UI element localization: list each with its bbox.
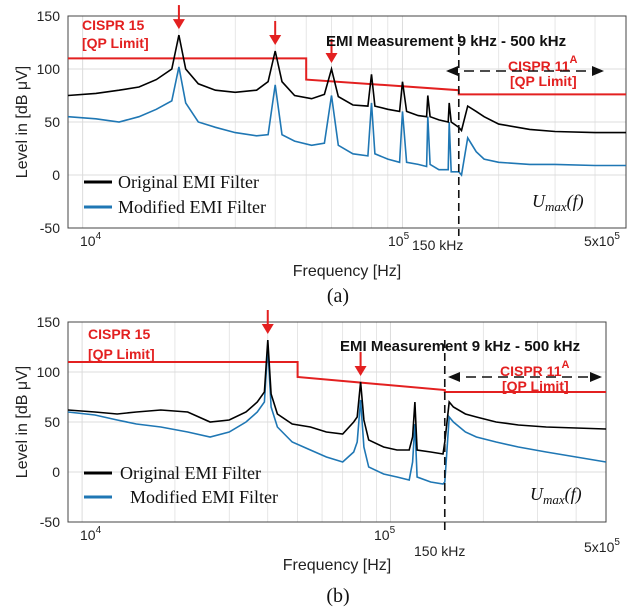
ytick-label: 100 (37, 364, 61, 380)
peak-arrow (269, 20, 282, 45)
limit-line (68, 57, 626, 96)
panel-a: 150 100 50 0 -50 104 105 5x105 150 kHz F… (14, 5, 627, 307)
series-line-original (67, 34, 626, 134)
ytick-label: 0 (52, 464, 60, 480)
legend-label-original: Original EMI Filter (120, 463, 261, 483)
ytick-label: 150 (37, 314, 61, 330)
caption-b: (b) (326, 585, 349, 607)
xtick-label-5e5: 5x105 (584, 537, 620, 555)
chart-title: EMI Measurement 9 kHz - 500 kHz (326, 33, 566, 50)
cispr15-label: CISPR 15 (88, 326, 150, 342)
y-axis-label: Level in [dB μV] (14, 66, 31, 178)
panel-a-plot-frame (67, 15, 627, 229)
ytick-label: -50 (40, 220, 60, 236)
cispr15-qp-label: [QP Limit] (82, 35, 149, 51)
x-axis-label: Frequency [Hz] (293, 263, 401, 280)
marker-150khz-label: 150 kHz (412, 237, 463, 253)
ytick-label: 0 (52, 167, 60, 183)
xtick-label-5e5: 5x105 (584, 231, 620, 249)
cispr11-label: CISPR 11A (508, 54, 577, 74)
cispr15-qp-label: [QP Limit] (88, 346, 155, 362)
xtick-label-1e4: 104 (80, 231, 102, 249)
cispr11-qp-label: [QP Limit] (502, 378, 569, 394)
series-line-original (67, 339, 607, 455)
x-axis-label: Frequency [Hz] (283, 557, 391, 574)
marker-150khz-label: 150 kHz (414, 543, 465, 559)
ytick-label: 150 (37, 8, 61, 24)
peak-arrow (354, 352, 367, 376)
peak-arrow (325, 39, 338, 63)
legend: Original EMI Filter Modified EMI Filter (84, 463, 278, 507)
limit-line (68, 361, 606, 393)
legend-label-modified: Modified EMI Filter (130, 487, 278, 507)
panel-b: 150 100 50 0 -50 104 105 5x105 150 kHz F… (14, 310, 620, 607)
cispr11-label: CISPR 11A (500, 359, 569, 379)
panel-a-peak-arrows (172, 5, 338, 63)
umax-label: Umax(f) (530, 484, 582, 507)
ytick-label: 50 (44, 114, 60, 130)
peak-arrow (172, 5, 185, 30)
xtick-label-1e5: 105 (374, 525, 396, 543)
ytick-label: 50 (44, 414, 60, 430)
cispr15-label: CISPR 15 (82, 17, 144, 33)
panel-a-grid (67, 15, 627, 229)
legend-label-original: Original EMI Filter (118, 172, 259, 192)
peak-arrow (261, 310, 274, 334)
series-line-modified (67, 66, 626, 177)
xtick-label-1e4: 104 (80, 525, 102, 543)
panel-b-plot-frame (67, 321, 607, 523)
caption-a: (a) (327, 285, 349, 307)
panel-b-peak-arrows (261, 310, 367, 376)
legend: Original EMI Filter Modified EMI Filter (84, 172, 266, 217)
cispr11-range-arrow (446, 66, 604, 76)
y-axis-label: Level in [dB μV] (14, 366, 31, 478)
ytick-label: 100 (37, 61, 61, 77)
xtick-label-1e5: 105 (388, 231, 410, 249)
legend-label-modified: Modified EMI Filter (118, 197, 266, 217)
umax-label: Umax(f) (532, 191, 584, 214)
series-line-modified (67, 346, 607, 485)
ytick-label: -50 (40, 514, 60, 530)
chart-title: EMI Measurement 9 kHz - 500 kHz (340, 338, 580, 355)
cispr11-qp-label: [QP Limit] (510, 73, 577, 89)
cispr11-range-arrow (448, 372, 602, 382)
